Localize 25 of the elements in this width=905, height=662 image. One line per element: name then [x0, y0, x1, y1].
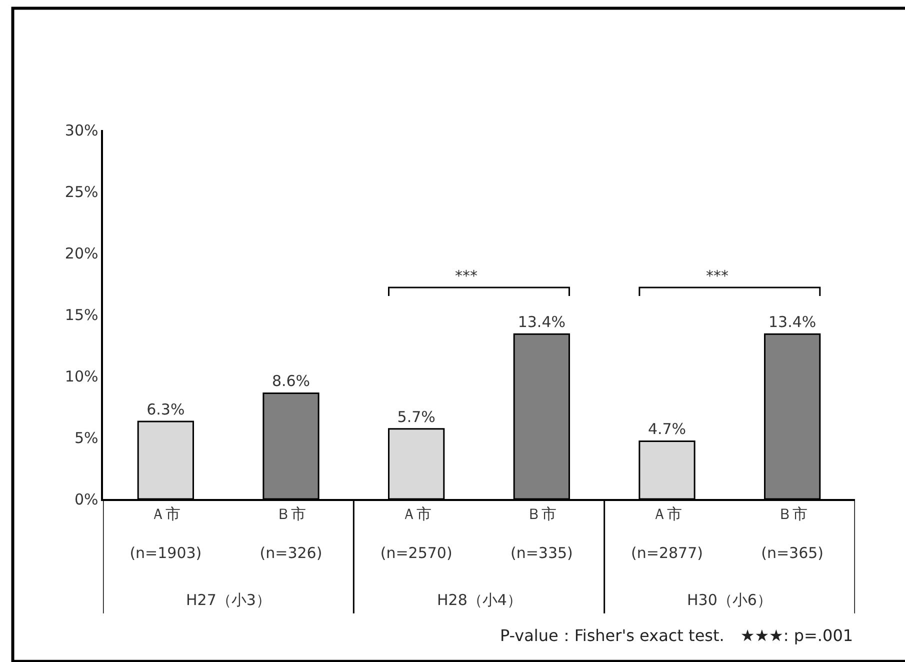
data-label: 4.7% — [648, 420, 686, 438]
data-label: 6.3% — [146, 400, 185, 419]
category-label: Ｂ市 (n=326) — [260, 504, 322, 562]
text: H27（小3） — [186, 591, 271, 609]
y-tick-label: 25% — [64, 182, 98, 201]
category-label: Ｂ市 (n=335) — [510, 504, 573, 562]
category-label: Ａ市 (n=2877) — [631, 504, 703, 562]
y-tick-label: 0% — [74, 490, 98, 508]
y-tick-label: 5% — [74, 428, 98, 447]
y-tick-label: 15% — [64, 306, 98, 324]
annotation: *** — [455, 267, 478, 285]
annotation: *** — [706, 267, 729, 285]
data-label: 8.6% — [272, 372, 310, 390]
data-label: 13.4% — [768, 313, 816, 332]
data-label: 5.7% — [397, 408, 436, 426]
category-label: Ａ市 (n=1903) — [130, 504, 202, 562]
text: P-value：Fisher's exact test. ★★★: p=.001 — [500, 626, 854, 645]
category-label: Ｂ市 (n=365) — [761, 504, 824, 562]
category-label: Ａ市 (n=2570) — [380, 504, 452, 562]
text: H28（小4） — [437, 591, 522, 609]
y-tick-label: 30% — [64, 121, 98, 140]
y-tick-label: 10% — [64, 367, 98, 386]
data-label: 13.4% — [518, 313, 566, 332]
y-tick-label: 20% — [64, 244, 98, 262]
text: H30（小6） — [687, 591, 772, 609]
